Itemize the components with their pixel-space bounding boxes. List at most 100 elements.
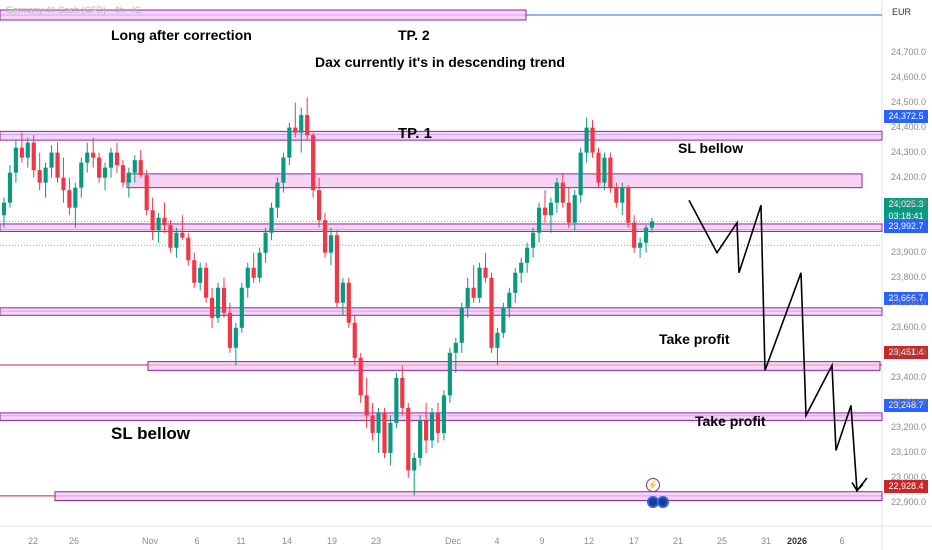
zone-5[interactable] (54, 491, 883, 501)
candle-body-40 (239, 287, 244, 328)
projection-arrowhead (851, 482, 864, 492)
candle-body-78 (465, 287, 470, 308)
candle-body-53 (317, 190, 322, 221)
price-tag-current: 24,025.3 (884, 198, 928, 211)
candle-body-89 (531, 232, 536, 248)
candle-body-85 (507, 292, 512, 308)
candle-body-16 (97, 157, 102, 178)
candle-body-97 (578, 152, 583, 196)
candle-body-94 (560, 182, 565, 203)
candle-body-3 (19, 147, 24, 158)
candle-body-6 (37, 170, 42, 183)
candle-body-59 (352, 322, 357, 358)
candle-body-2 (13, 147, 18, 173)
candle-body-102 (608, 157, 613, 188)
candle-body-93 (554, 182, 559, 203)
candle-body-9 (55, 152, 60, 178)
candle-body-38 (227, 312, 232, 348)
y-tick-label: 24,300.0 (891, 146, 927, 157)
y-tick-label: 23,600.0 (891, 321, 927, 332)
candle-body-49 (293, 127, 298, 133)
candle-body-103 (614, 187, 619, 203)
candle-body-79 (471, 287, 476, 298)
candle-body-76 (453, 342, 458, 353)
y-tick-label: 24,400.0 (891, 121, 927, 132)
x-tick-label: 11 (236, 536, 246, 546)
candle-body-55 (328, 235, 334, 253)
candle-body-4 (25, 142, 30, 158)
candle-body-14 (85, 152, 90, 163)
zone-3[interactable] (147, 361, 881, 371)
x-tick-label: Dec (444, 536, 462, 546)
annotation-tp2: TP. 2 (398, 27, 430, 43)
y-tick-label: 24,600.0 (891, 71, 927, 82)
candle-body-80 (477, 267, 482, 298)
zone-7[interactable] (126, 173, 863, 189)
candle-body-90 (536, 207, 542, 233)
price-tag-22928: 22,928.4 (884, 480, 928, 493)
y-tick-label: 24,500.0 (891, 96, 927, 107)
candle-body-26 (156, 217, 161, 231)
candle-body-50 (299, 115, 304, 133)
candle-body-74 (441, 395, 447, 433)
x-tick-label: 23 (370, 536, 382, 546)
x-tick-label: 21 (672, 536, 684, 546)
candle-body-65 (388, 422, 393, 453)
zone-6[interactable] (0, 9, 527, 21)
candle-body-33 (198, 267, 203, 283)
zone-1[interactable] (0, 223, 883, 232)
candle-body-51 (305, 115, 310, 136)
candle-body-22 (132, 160, 137, 173)
candle-body-60 (358, 357, 363, 396)
candle-body-57 (340, 282, 345, 303)
candle-body-106 (632, 222, 637, 248)
candle-body-98 (584, 127, 589, 153)
candle-body-107 (638, 242, 643, 248)
y-tick-label: 24,100.0 (891, 196, 927, 207)
candle-body-92 (548, 202, 554, 216)
candle-body-91 (542, 207, 548, 216)
candle-body-62 (370, 415, 375, 433)
candle-body-19 (114, 152, 120, 166)
candle-body-67 (400, 377, 405, 408)
candle-body-68 (406, 407, 411, 471)
zone-0[interactable] (0, 130, 883, 141)
zone-4[interactable] (0, 412, 883, 421)
price-tag-23666: 23,666.7 (884, 292, 928, 305)
candle-body-34 (204, 267, 209, 298)
price-tag-countdown: 03:18:41 (884, 210, 928, 223)
x-tick-label: 31 (760, 536, 772, 546)
candle-body-99 (590, 127, 595, 153)
candle-body-24 (144, 175, 149, 211)
candle-body-48 (287, 127, 292, 158)
candle-body-46 (275, 182, 280, 208)
candle-body-58 (346, 282, 351, 323)
annotation-sl-bellow-left: SL bellow (111, 424, 191, 443)
x-tick-label: 12 (583, 536, 595, 546)
candle-body-108 (643, 227, 649, 243)
candle-body-18 (108, 152, 114, 168)
annotation-dax-trend: Dax currently it's in descending trend (315, 54, 565, 70)
candle-body-56 (334, 235, 339, 303)
candle-body-30 (180, 232, 185, 238)
candle-body-86 (513, 272, 518, 293)
event-marker-icon-2[interactable] (657, 496, 669, 508)
candle-body-84 (501, 307, 506, 333)
candle-body-27 (162, 217, 167, 226)
candle-body-105 (626, 187, 631, 223)
y-tick-label: 23,000.0 (891, 471, 927, 482)
candle-body-23 (138, 160, 143, 176)
y-tick-label: 24,200.0 (891, 171, 927, 182)
candle-body-54 (322, 220, 328, 253)
zone-2[interactable] (0, 307, 883, 316)
candle-body-72 (429, 412, 435, 441)
candle-body-10 (61, 177, 66, 191)
candle-body-96 (572, 195, 577, 223)
y-tick-label: 23,900.0 (891, 246, 927, 257)
candle-body-52 (311, 135, 316, 191)
candle-body-71 (424, 420, 429, 441)
annotation-take-profit-2: Take profit (695, 413, 766, 429)
lightning-icon[interactable]: ⚡ (646, 478, 660, 492)
